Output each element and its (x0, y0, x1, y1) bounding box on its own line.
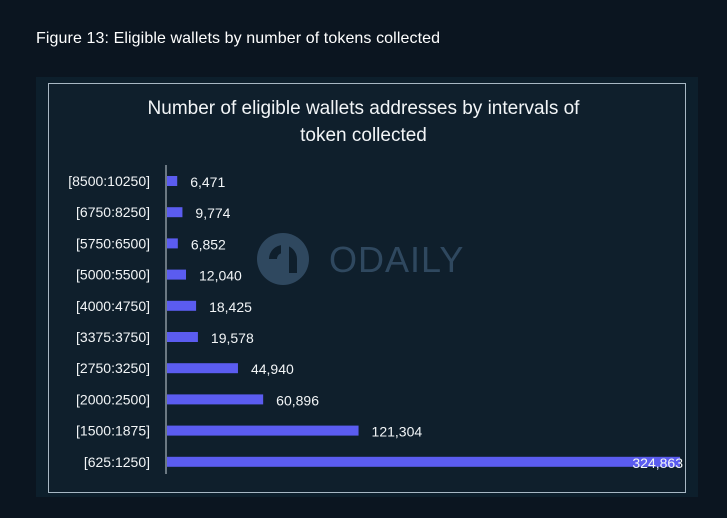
chart-title: Number of eligible wallets addresses by … (0, 95, 727, 149)
value-label: 18,425 (209, 299, 252, 315)
chart-title-line-2: token collected (300, 125, 427, 146)
value-label: 6,471 (190, 174, 225, 190)
category-label: [8500:10250] (68, 173, 150, 189)
category-label: [625:1250] (84, 454, 150, 470)
bar (167, 269, 187, 280)
bar (167, 332, 198, 342)
chart-title-line-1: Number of eligible wallets addresses by … (147, 98, 580, 119)
value-label: 121,304 (372, 424, 423, 440)
bar (167, 363, 238, 374)
bar (167, 207, 183, 218)
odaily-logo-icon (257, 233, 309, 285)
category-label: [3375:3750] (76, 329, 150, 345)
value-label: 44,940 (251, 361, 294, 377)
category-label: [5750:6500] (76, 235, 150, 251)
value-label: 60,896 (276, 392, 319, 408)
bar (167, 238, 178, 249)
category-label: [2750:3250] (76, 360, 150, 376)
bar (167, 176, 178, 186)
category-label: [4000:4750] (76, 298, 150, 314)
figure-caption: Figure 13: Eligible wallets by number of… (36, 30, 441, 47)
category-labels: [8500:10250] [6750:8250] [5750:6500] [5000:… (68, 173, 150, 470)
value-label: 19,578 (211, 330, 254, 346)
bar (167, 394, 264, 405)
bar (167, 300, 197, 311)
chart-panel (48, 83, 686, 493)
category-label: [5000:5500] (76, 267, 150, 283)
value-label: 6,852 (191, 236, 226, 252)
bar (167, 456, 680, 467)
value-label: 12,040 (199, 268, 242, 284)
category-label: [6750:8250] (76, 204, 150, 220)
bar (167, 425, 359, 436)
category-label: [2000:2500] (76, 391, 150, 407)
category-label: [1500:1875] (76, 423, 150, 439)
bars-group (167, 176, 680, 467)
value-label: 9,774 (195, 205, 230, 221)
watermark: ODAILY (257, 233, 464, 285)
watermark-text: ODAILY (329, 239, 464, 280)
value-label: 324,863 (632, 455, 683, 471)
value-labels: 6,471 9,774 6,852 12,040 18,425 19,578 44,940 6… (190, 174, 683, 471)
